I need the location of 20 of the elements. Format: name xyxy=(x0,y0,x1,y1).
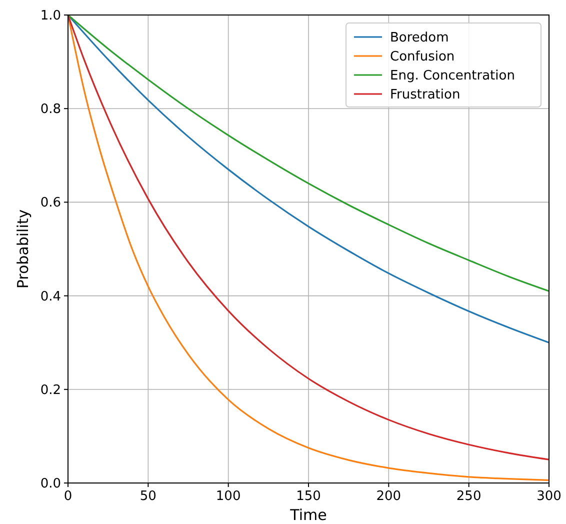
x-tick-label: 50 xyxy=(140,489,156,504)
y-axis-title: Probability xyxy=(14,209,32,289)
x-tick-label: 300 xyxy=(536,489,562,504)
x-tick-label: 200 xyxy=(376,489,402,504)
legend-label: Eng. Concentration xyxy=(390,68,515,84)
y-tick-label: 1.0 xyxy=(40,8,61,24)
legend-label: Frustration xyxy=(390,88,460,102)
x-tick-label: 0 xyxy=(64,489,72,504)
legend-label: Boredom xyxy=(390,30,449,46)
y-tick-label: 0.8 xyxy=(40,102,61,118)
y-tick-label: 0.0 xyxy=(40,476,61,492)
x-tick-label: 100 xyxy=(216,489,241,504)
legend-label: Confusion xyxy=(390,50,455,64)
y-tick-label: 0.2 xyxy=(40,382,61,398)
y-tick-label: 0.4 xyxy=(40,289,61,304)
x-axis-title: Time xyxy=(289,506,327,524)
x-tick-label: 150 xyxy=(296,489,321,504)
line-series xyxy=(67,14,550,292)
x-tick-label: 250 xyxy=(456,489,482,504)
y-tick-label: 0.6 xyxy=(40,196,61,211)
